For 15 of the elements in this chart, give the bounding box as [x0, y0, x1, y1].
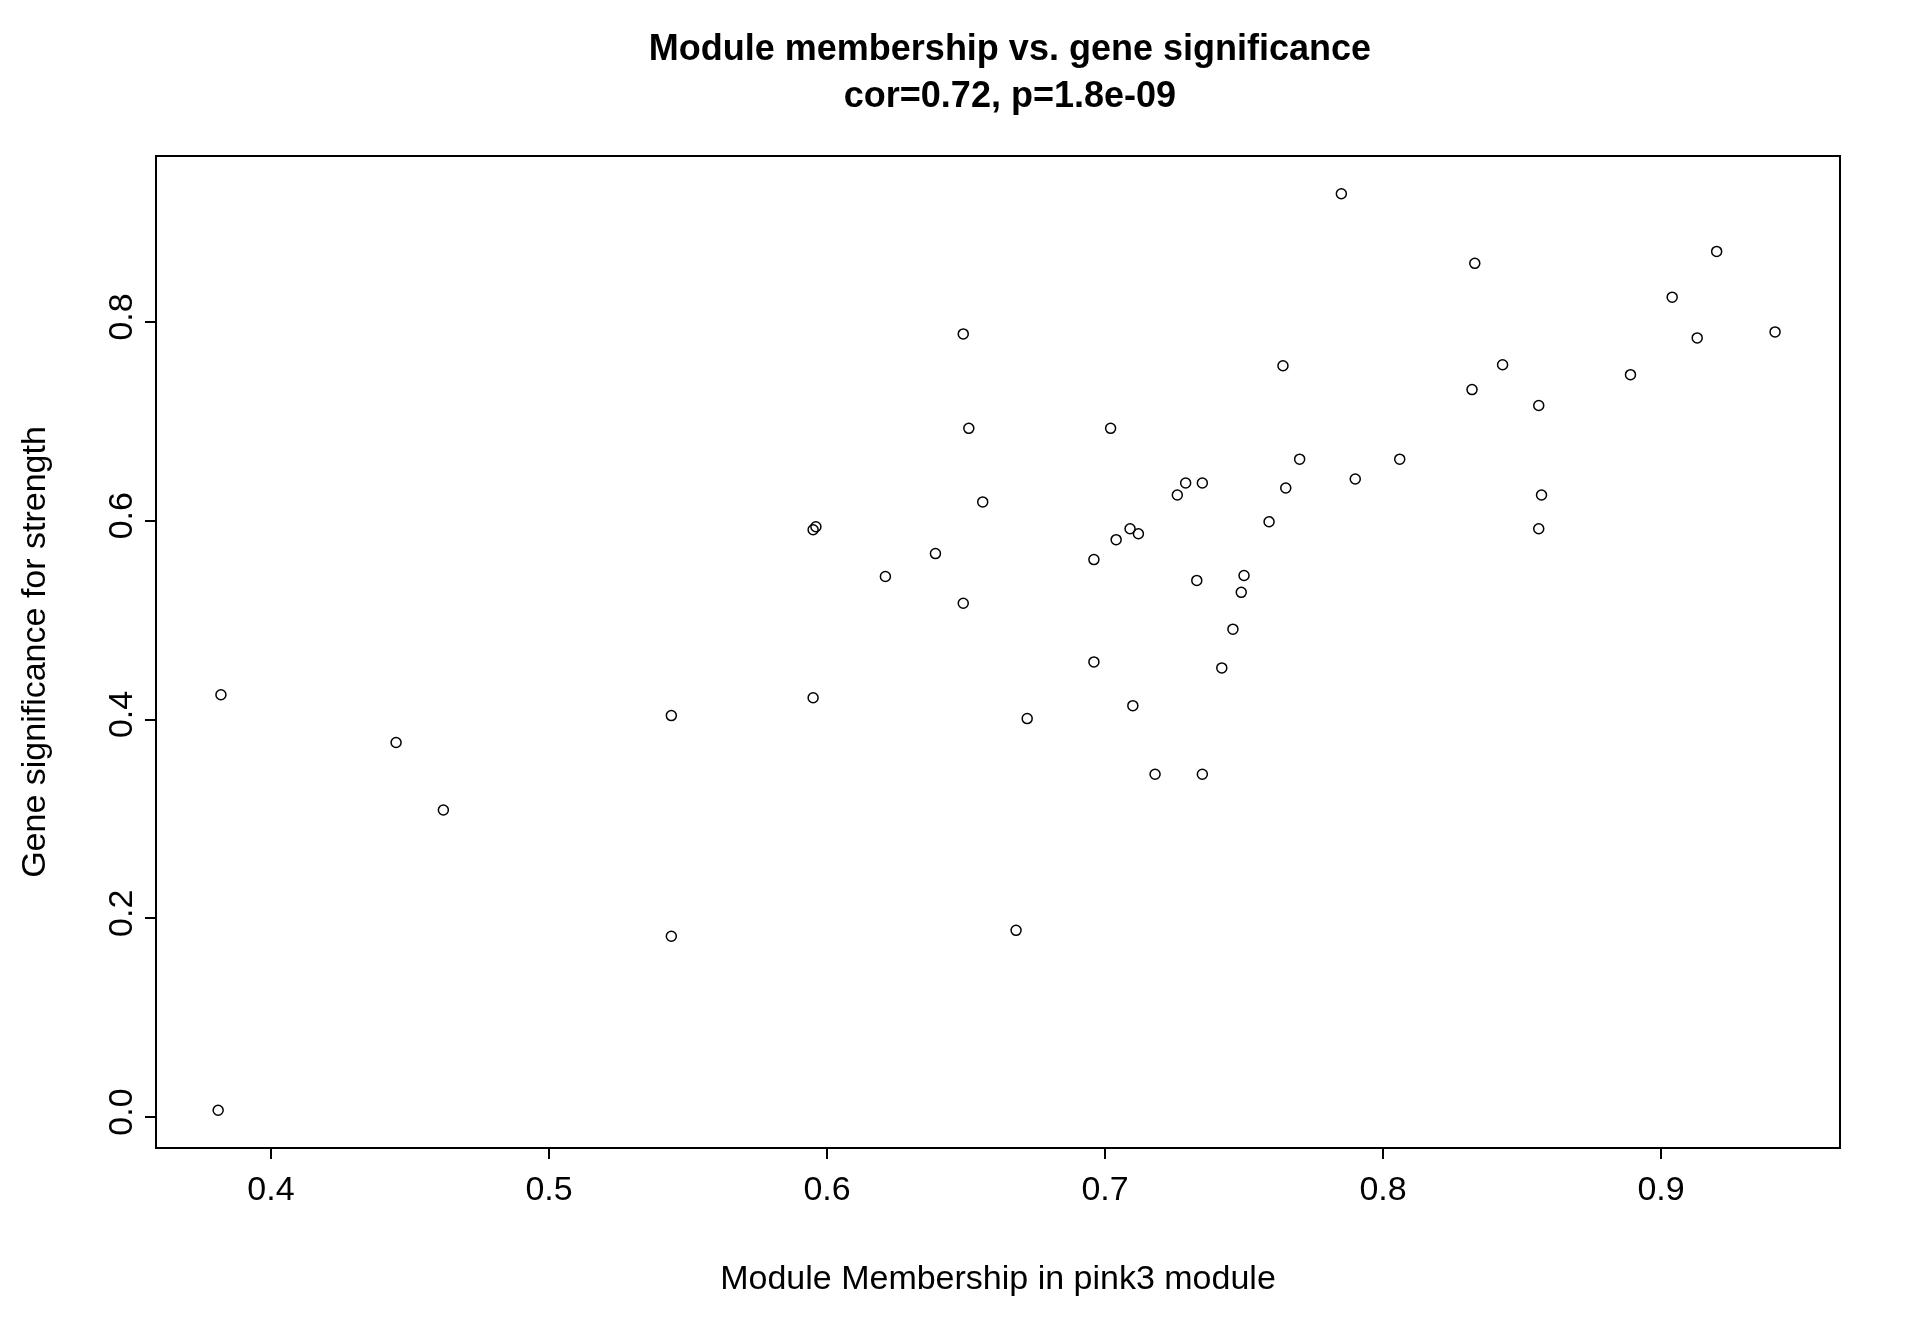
x-tick-label: 0.5	[525, 1168, 573, 1207]
chart-subtitle: cor=0.72, p=1.8e-09	[843, 74, 1177, 116]
y-tick-label: 0.0	[100, 1088, 139, 1136]
y-tick-label: 0.4	[100, 690, 139, 739]
y-axis-title: Gene significance for strength	[13, 426, 52, 878]
y-tick-label: 0.2	[100, 889, 139, 937]
chart-title: Module membership vs. gene significance	[648, 27, 1372, 69]
x-tick-label: 0.7	[1081, 1168, 1129, 1207]
y-tick-label: 0.6	[100, 492, 139, 540]
y-tick-label: 0.8	[100, 293, 139, 341]
x-axis-title: Module Membership in pink3 module	[720, 1258, 1276, 1297]
x-tick-label: 0.8	[1359, 1168, 1407, 1207]
x-tick-label: 0.6	[803, 1168, 851, 1207]
x-tick-label: 0.9	[1637, 1168, 1685, 1207]
x-tick-label: 0.4	[247, 1168, 295, 1207]
